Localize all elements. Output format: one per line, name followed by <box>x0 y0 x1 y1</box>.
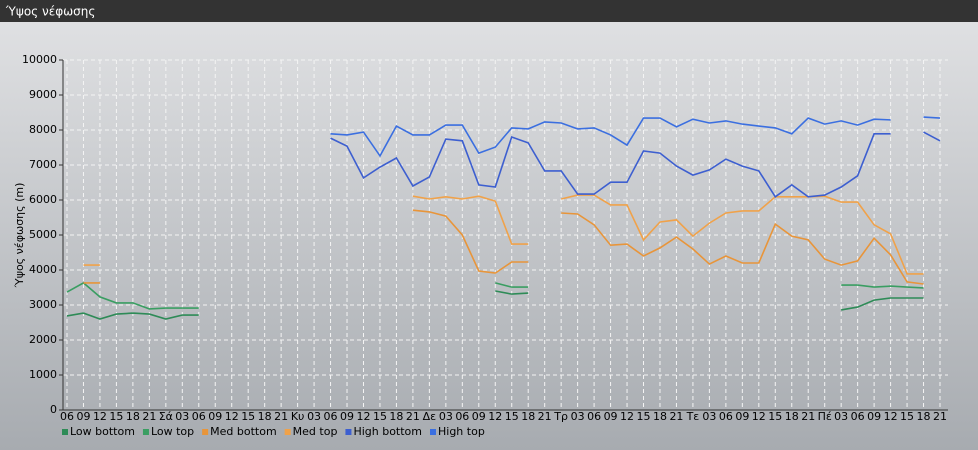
x-tick-label: 18 <box>653 410 667 423</box>
x-tick-label: 06 <box>587 410 601 423</box>
x-tick-label: 12 <box>356 410 370 423</box>
x-tick-label: 06 <box>60 410 74 423</box>
y-tick-label: 0 <box>50 403 57 416</box>
x-tick-label: 06 <box>851 410 865 423</box>
legend-swatch <box>62 429 68 435</box>
x-tick-label: 21 <box>933 410 947 423</box>
legend-label: Med bottom <box>210 425 277 438</box>
x-tick-label: 03 <box>307 410 321 423</box>
legend-swatch <box>345 429 352 435</box>
x-tick-label: 21 <box>538 410 552 423</box>
y-tick-label: 9000 <box>29 88 57 101</box>
series-line <box>66 290 924 320</box>
x-tick-label: 03 <box>702 410 716 423</box>
x-tick-label: 18 <box>917 410 931 423</box>
legend-swatch <box>142 429 149 435</box>
x-tick-label: 18 <box>521 410 535 423</box>
x-tick-label: Τρ <box>553 410 568 423</box>
x-tick-label: 03 <box>175 410 189 423</box>
legend-label: High top <box>438 425 485 438</box>
x-tick-label: 18 <box>785 410 799 423</box>
title-bar <box>0 0 978 22</box>
x-tick-label: 09 <box>867 410 881 423</box>
y-tick-label: 3000 <box>29 298 57 311</box>
legend-swatch <box>430 429 436 435</box>
x-tick-label: 18 <box>126 410 140 423</box>
x-tick-label: 15 <box>768 410 782 423</box>
series-line <box>83 194 924 275</box>
x-tick-label: 06 <box>192 410 206 423</box>
y-tick-label: 10000 <box>22 53 57 66</box>
x-tick-label: 12 <box>488 410 502 423</box>
y-tick-label: 1000 <box>29 368 57 381</box>
x-tick-label: 21 <box>274 410 288 423</box>
x-tick-label: 18 <box>389 410 403 423</box>
legend-swatch <box>284 429 291 435</box>
x-tick-label: 09 <box>208 410 222 423</box>
x-tick-label: 12 <box>93 410 107 423</box>
x-tick-label: 21 <box>142 410 156 423</box>
x-tick-label: 12 <box>620 410 634 423</box>
x-tick-label: 18 <box>258 410 272 423</box>
series-line <box>330 131 941 198</box>
y-axis-label: Ύψος νέφωσης (m) <box>13 183 26 289</box>
x-tick-label: Κυ <box>291 410 305 423</box>
x-tick-label: Δε <box>423 410 437 423</box>
x-tick-label: 21 <box>669 410 683 423</box>
y-tick-label: 4000 <box>29 263 57 276</box>
x-tick-label: 12 <box>752 410 766 423</box>
x-tick-label: 21 <box>801 410 815 423</box>
x-tick-label: 12 <box>225 410 239 423</box>
y-tick-label: 7000 <box>29 158 57 171</box>
y-tick-label: 8000 <box>29 123 57 136</box>
x-tick-label: 06 <box>455 410 469 423</box>
x-tick-label: 15 <box>505 410 519 423</box>
legend-swatch <box>202 429 209 435</box>
legend-label: Low top <box>151 425 194 438</box>
x-tick-label: 15 <box>241 410 255 423</box>
x-tick-label: 06 <box>324 410 338 423</box>
x-tick-label: 09 <box>340 410 354 423</box>
y-tick-label: 5000 <box>29 228 57 241</box>
window-title: Ύψος νέφωσης <box>5 5 95 19</box>
x-tick-label: 03 <box>439 410 453 423</box>
x-tick-label: 21 <box>406 410 420 423</box>
series-line <box>330 116 941 158</box>
legend-label: Low bottom <box>70 425 135 438</box>
x-tick-label: 09 <box>604 410 618 423</box>
x-tick-label: Σά <box>159 410 173 423</box>
legend-label: High bottom <box>353 425 422 438</box>
x-tick-label: 03 <box>834 410 848 423</box>
x-tick-label: 12 <box>884 410 898 423</box>
x-tick-label: 09 <box>76 410 90 423</box>
legend-label: Med top <box>293 425 338 438</box>
y-tick-label: 6000 <box>29 193 57 206</box>
x-tick-label: 15 <box>637 410 651 423</box>
x-tick-label: Τε <box>686 410 700 423</box>
x-tick-label: 06 <box>719 410 733 423</box>
x-tick-label: 09 <box>472 410 486 423</box>
series-line <box>83 209 924 285</box>
y-tick-label: 2000 <box>29 333 57 346</box>
series-line <box>66 281 924 310</box>
x-tick-label: 15 <box>373 410 387 423</box>
x-tick-label: 03 <box>571 410 585 423</box>
x-tick-label: Πέ <box>818 410 832 423</box>
x-tick-label: 15 <box>900 410 914 423</box>
x-tick-label: 09 <box>735 410 749 423</box>
x-tick-label: 15 <box>109 410 123 423</box>
